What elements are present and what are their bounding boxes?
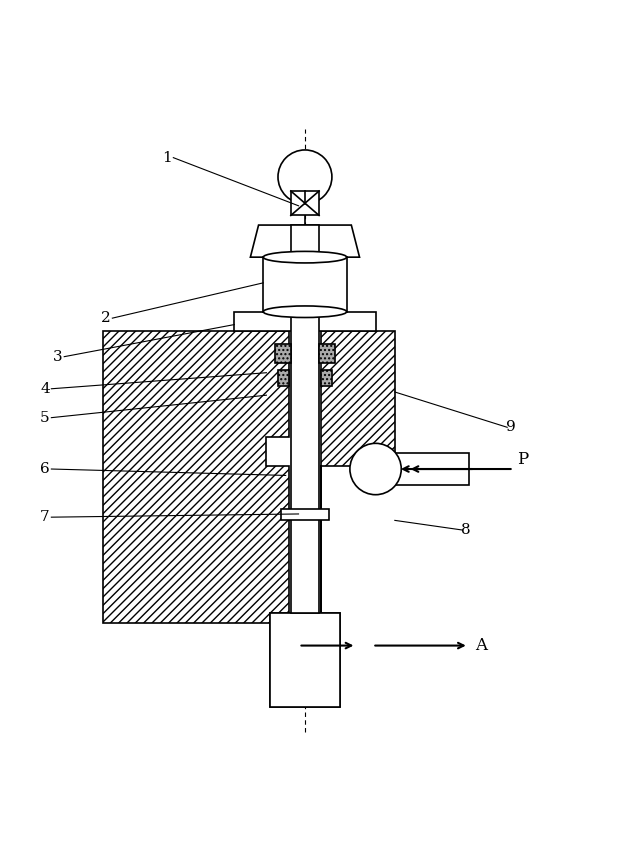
Polygon shape	[103, 331, 289, 623]
Text: 3: 3	[53, 350, 62, 363]
Circle shape	[278, 150, 332, 204]
Bar	[270, 614, 340, 707]
Bar	[270, 614, 340, 707]
Bar	[278, 369, 289, 386]
Text: 7: 7	[40, 511, 49, 524]
Text: 4: 4	[40, 381, 50, 396]
FancyBboxPatch shape	[291, 225, 319, 257]
Text: 5: 5	[40, 411, 49, 424]
Text: 6: 6	[40, 462, 50, 476]
Polygon shape	[250, 225, 360, 257]
Bar	[281, 509, 329, 520]
Ellipse shape	[263, 306, 347, 318]
Text: A: A	[475, 637, 487, 654]
Text: 9: 9	[505, 420, 516, 434]
Text: P: P	[517, 451, 528, 468]
FancyBboxPatch shape	[234, 312, 376, 331]
Bar	[319, 344, 335, 363]
Bar	[291, 312, 319, 614]
Polygon shape	[263, 257, 347, 312]
Ellipse shape	[263, 251, 347, 263]
Bar	[395, 453, 469, 485]
Text: 8: 8	[461, 523, 470, 537]
Bar	[321, 369, 332, 386]
Text: 1: 1	[162, 151, 172, 164]
Polygon shape	[321, 331, 395, 623]
FancyBboxPatch shape	[291, 191, 319, 215]
Circle shape	[350, 443, 401, 495]
Bar	[275, 344, 291, 363]
Text: 2: 2	[101, 311, 111, 325]
